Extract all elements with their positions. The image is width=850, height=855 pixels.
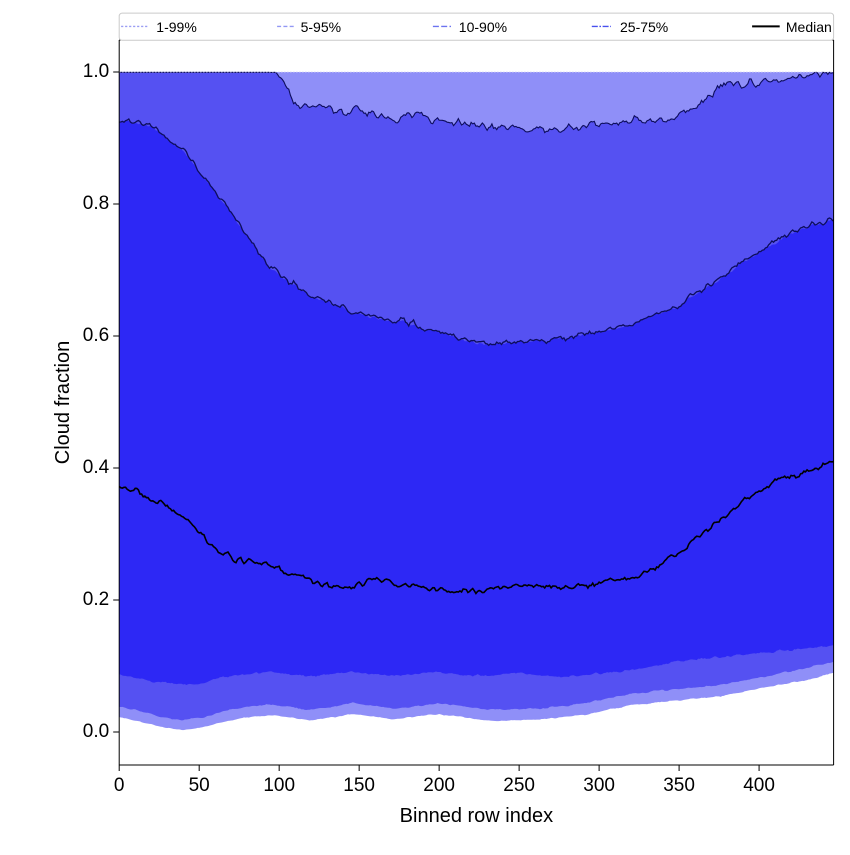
svg-text:0.0: 0.0	[83, 721, 109, 742]
svg-text:25-75%: 25-75%	[620, 19, 668, 35]
svg-text:400: 400	[743, 775, 775, 796]
svg-text:200: 200	[423, 775, 455, 796]
svg-text:350: 350	[663, 775, 695, 796]
svg-text:0.2: 0.2	[83, 589, 109, 610]
svg-text:300: 300	[583, 775, 615, 796]
svg-text:50: 50	[189, 775, 210, 796]
svg-text:Median: Median	[786, 19, 832, 35]
svg-text:Binned row index: Binned row index	[400, 805, 553, 827]
svg-text:0.8: 0.8	[83, 193, 109, 214]
svg-text:0.4: 0.4	[83, 457, 110, 478]
svg-text:0.6: 0.6	[83, 325, 109, 346]
svg-text:100: 100	[263, 775, 295, 796]
svg-text:Cloud fraction: Cloud fraction	[52, 341, 74, 464]
svg-text:10-90%: 10-90%	[459, 19, 507, 35]
svg-text:1.0: 1.0	[83, 61, 109, 82]
svg-text:150: 150	[343, 775, 375, 796]
svg-text:0: 0	[114, 775, 125, 796]
svg-text:1-99%: 1-99%	[156, 19, 196, 35]
svg-text:5-95%: 5-95%	[301, 19, 341, 35]
svg-text:250: 250	[503, 775, 535, 796]
